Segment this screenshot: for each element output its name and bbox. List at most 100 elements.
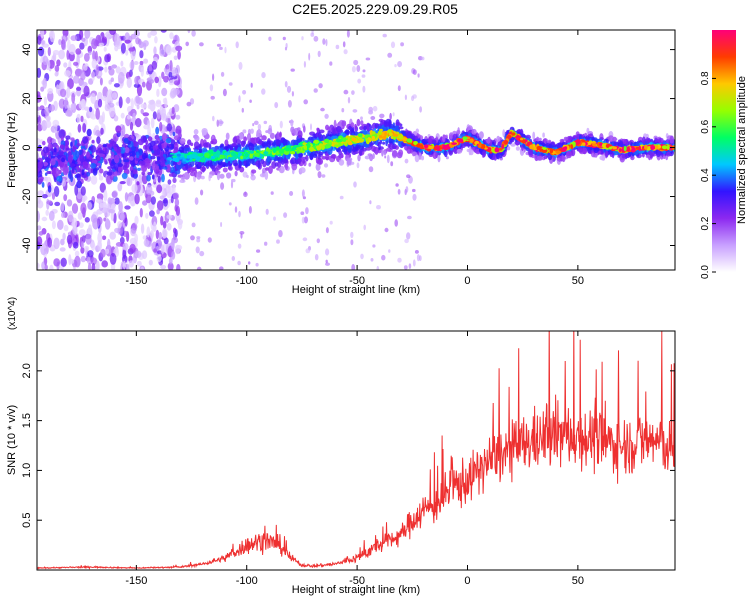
spectrogram-cell <box>250 128 254 134</box>
spectrogram-cell <box>356 65 361 72</box>
spectrogram-cell <box>382 141 386 145</box>
spectrogram-cell <box>235 41 239 49</box>
spectrogram-cell <box>108 102 115 108</box>
spectrogram-cell <box>131 222 138 231</box>
spectrogram-cell <box>414 250 419 254</box>
spectrogram-cell <box>279 120 283 129</box>
spectrogram-cell <box>390 41 396 49</box>
spectrogram-cell <box>219 143 225 150</box>
spectrogram-cell <box>317 50 321 58</box>
spectrogram-cell <box>482 150 487 158</box>
spectrogram-cell <box>122 242 129 251</box>
spectrogram-cell <box>289 191 294 196</box>
spectrogram-cell <box>240 233 243 239</box>
spectrogram-cell <box>177 50 181 60</box>
spectrogram-cell <box>138 160 145 166</box>
spectrogram-cell <box>160 264 167 270</box>
spectrogram-cell <box>59 144 65 149</box>
spectrogram-cell <box>135 118 142 128</box>
spectrogram-cell <box>55 167 59 174</box>
spectrogram-cell <box>134 76 140 85</box>
spectrogram-cell <box>159 121 163 132</box>
spectrogram-cell <box>174 244 181 255</box>
spectrogram-cell <box>211 165 216 172</box>
spectrogram-cell <box>598 150 602 155</box>
spectrogram-cell <box>128 111 134 116</box>
spectrogram-cell <box>122 254 128 264</box>
spectrogram-cell <box>80 186 86 196</box>
spectrogram-cell <box>256 249 261 253</box>
spectrogram-cell <box>406 145 412 154</box>
spectrogram-cell <box>151 60 158 70</box>
spectrogram-cell <box>166 214 173 219</box>
spectrogram-cell <box>97 98 103 108</box>
spectrogram-cell <box>228 202 232 206</box>
spectrogram-cell <box>112 140 117 149</box>
spectrogram-cell <box>212 115 215 122</box>
spectrogram-cell <box>91 38 98 50</box>
spectrogram-cell <box>117 221 122 229</box>
spectrogram-cell <box>207 237 212 243</box>
spectrogram-cell <box>148 63 153 72</box>
spectrogram-cell <box>41 181 45 188</box>
spectrogram-cell <box>371 145 377 152</box>
spectrogram-cell <box>273 216 276 221</box>
spectrogram-cell <box>122 164 128 171</box>
spectrogram-cell <box>120 146 126 154</box>
spectrogram-cell <box>213 138 217 143</box>
spectrogram-cell <box>284 163 288 168</box>
spectrogram-cell <box>488 151 493 159</box>
spectrogram-cell <box>366 124 370 131</box>
spectrogram-cell <box>412 193 417 201</box>
spectrogram-cell <box>418 152 422 160</box>
spectrogram-cell <box>327 130 331 135</box>
spectrogram-cell <box>99 77 103 86</box>
spectrogram-cell <box>419 106 422 113</box>
spectrogram-cell <box>153 149 158 156</box>
spectrogram-cell <box>350 239 354 246</box>
spectrogram-cell <box>96 216 103 226</box>
spectrogram-cell <box>165 64 170 70</box>
spectrogram-cell <box>54 201 61 207</box>
spectrogram-cell <box>456 148 463 154</box>
spectrogram-cell <box>314 254 319 261</box>
spectrogram-cell <box>267 128 273 135</box>
spectrogram-cell <box>162 229 167 239</box>
spectrogram-cell <box>98 175 104 181</box>
spectrogram-cell <box>196 171 202 180</box>
spectrogram-cell <box>543 155 548 160</box>
spectrogram-cell <box>310 32 315 37</box>
spectrogram-cell <box>302 159 306 164</box>
spectrogram-cell <box>335 123 340 127</box>
spectrogram-cell <box>287 100 292 108</box>
spectrogram-cell <box>104 54 110 63</box>
spectrogram-cell <box>42 43 49 48</box>
spectrogram-cell <box>297 152 304 158</box>
spectrogram-cell <box>154 160 161 165</box>
spectrogram-cell <box>37 190 44 197</box>
spectrogram-cell <box>80 70 86 81</box>
spectrogram-cell <box>138 174 143 184</box>
spectrogram-cell <box>404 94 407 101</box>
spectrogram-cell <box>275 139 280 146</box>
spectrogram-cell <box>363 224 367 231</box>
spectrogram-cell <box>71 92 76 104</box>
spectrogram-cell <box>155 100 162 108</box>
spectrogram-cell <box>171 106 175 115</box>
spectrogram-cell <box>89 156 93 162</box>
spectrogram-cell <box>38 161 43 169</box>
spectrogram-cell <box>37 46 45 57</box>
spectrogram-cell <box>216 119 220 127</box>
spectrogram-cell <box>67 210 74 223</box>
spectrogram-cell <box>47 237 52 248</box>
spectrogram-cell <box>159 195 165 200</box>
spectrogram-cell <box>271 161 277 169</box>
spectrogram-cell <box>407 215 412 220</box>
spectrogram-cell <box>209 174 213 179</box>
spectrogram-cell <box>52 119 60 127</box>
spectrogram-cell <box>316 145 322 151</box>
spectrogram-cell <box>456 130 461 135</box>
spectrogram-cell <box>284 81 288 88</box>
spectrogram-cell <box>98 143 102 149</box>
spectrogram-cell <box>209 84 214 92</box>
